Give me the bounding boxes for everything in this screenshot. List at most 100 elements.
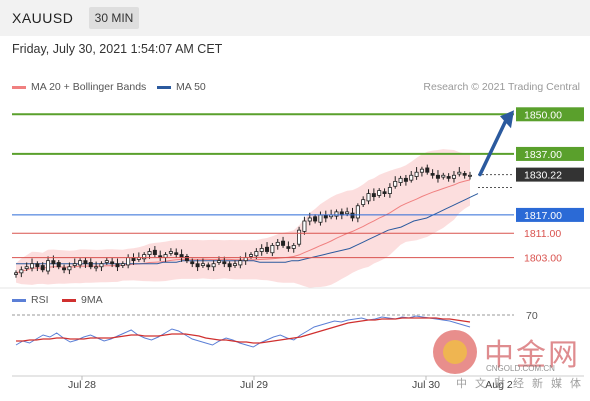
candle-body [377,190,382,196]
candle-body [462,173,467,176]
candle-body [334,211,339,217]
symbol-label: XAUUSD [12,10,74,26]
candle-body [366,193,371,202]
candle-body [238,260,243,266]
candle-body [88,262,93,268]
candle-body [393,180,398,187]
candle-body [286,246,291,249]
level-label: 1811.00 [524,228,561,240]
research-credit: Research © 2021 Trading Central [423,81,580,93]
candle-body [206,264,211,268]
rsi-9ma-line [16,317,471,344]
candle-body [355,205,360,219]
watermark-name: 中金网 [484,338,580,373]
candle-body [361,199,366,205]
candle-body [227,263,232,268]
candle-body [318,214,323,223]
candle-body [142,254,147,260]
rsi-level-label: 70 [526,310,538,322]
candle-body [120,263,125,266]
watermark-logo-inner [443,340,467,364]
candle-body [382,191,387,194]
candle-body [232,263,237,266]
candle-body [83,260,88,265]
candle-body [168,251,173,254]
candle-body [104,260,109,263]
candle-body [254,251,259,257]
candle-body [78,260,83,266]
watermark-url: CNGOLD.COM.CN [486,364,555,373]
candle-body [371,193,376,198]
candle-body [51,260,56,265]
candle-body [24,266,29,269]
candle-body [398,177,403,183]
candle-body [174,252,179,255]
level-label: 1837.00 [524,149,562,161]
level-label: 1817.00 [524,210,562,222]
candle-body [419,168,424,173]
x-tick-label: Jul 28 [68,379,96,391]
level-label: 1850.00 [524,109,562,121]
candle-body [216,260,221,263]
candle-body [467,174,472,177]
level-label-box [516,250,584,265]
legend-ma20-label: MA 20 + Bollinger Bands [31,81,147,93]
candle-body [249,254,254,257]
candle-body [46,260,51,272]
legend-rsi-label: RSI [31,294,49,306]
candle-body [275,241,280,246]
legend-ma20-bollinger: MA 20 + Bollinger Bands [12,81,146,93]
candle-body [56,262,61,268]
level-label-box [516,107,584,122]
candle-body [414,171,419,177]
candle-body [184,255,189,262]
chart-header: XAUUSD 30 MIN [0,0,590,36]
candle-body [350,212,355,219]
level-label-box [516,207,584,222]
bollinger-band [16,149,470,288]
candle-body [313,216,318,222]
level-label-box [516,146,584,161]
timeframe-button[interactable]: 30 MIN [89,7,139,29]
candle-body [430,173,435,176]
candle-body [222,261,227,265]
watermark-subtitle: 中文财经新媒体 [456,378,589,390]
candle-body [126,257,131,266]
candle-body [200,263,205,266]
legend-9ma: 9MA [62,294,103,306]
candle-body [291,245,296,249]
candle-body [211,263,216,268]
candle-body [457,171,462,175]
candle-body [67,266,72,271]
legend-9ma-swatch [62,298,76,302]
candle-body [115,263,120,268]
x-tick-label: Jul 29 [240,379,268,391]
candle-body [403,177,408,182]
level-label-box [516,167,584,182]
candle-body [270,245,275,254]
forecast-arrow [478,118,508,177]
legend-9ma-label: 9MA [81,294,103,306]
level-label-box [516,226,584,241]
candle-body [94,266,99,269]
candle-body [110,261,115,265]
candle-body [451,174,456,179]
level-label: 1830.22 [524,170,562,182]
candle-body [195,263,200,268]
chart-datetime: Friday, July 30, 2021 1:54:07 AM CET [12,42,223,56]
candle-body [99,263,104,268]
candle-body [19,269,24,274]
legend-ma50-label: MA 50 [176,81,206,93]
candle-body [345,211,350,215]
candle-body [30,263,35,269]
candle-body [152,249,157,255]
x-tick-label: Jul 30 [412,379,440,391]
candle-body [13,272,18,275]
candle-body [265,246,270,252]
candle-body [441,174,446,178]
legend-ma50-swatch [157,85,171,89]
level-label: 1803.00 [524,253,562,265]
x-tick-label: Aug 2 [485,379,513,391]
candle-body [302,220,307,232]
legend-rsi: RSI [12,294,49,306]
